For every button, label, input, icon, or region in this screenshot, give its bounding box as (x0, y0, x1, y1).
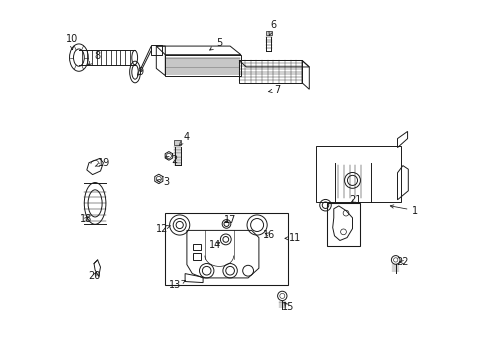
Bar (316, 146, 400, 202)
Text: 8: 8 (88, 51, 101, 65)
Text: 1: 1 (389, 205, 418, 216)
Bar (265, 31, 272, 35)
Text: 12: 12 (155, 224, 170, 234)
Text: 4: 4 (179, 132, 189, 145)
Text: 20: 20 (88, 271, 100, 282)
Text: 7: 7 (268, 85, 280, 95)
Text: 15: 15 (281, 302, 293, 312)
Text: 21: 21 (348, 195, 361, 205)
Text: 3: 3 (157, 177, 169, 187)
Bar (239, 60, 302, 83)
Bar (326, 203, 359, 246)
Text: 16: 16 (263, 230, 275, 240)
Text: 19: 19 (95, 158, 110, 168)
Text: 13: 13 (169, 280, 185, 290)
Text: 10: 10 (65, 34, 78, 50)
Bar (164, 213, 287, 285)
Bar (193, 253, 200, 260)
Text: 11: 11 (285, 233, 301, 243)
Bar (174, 140, 181, 145)
Text: 17: 17 (224, 215, 236, 225)
Text: 9: 9 (137, 67, 143, 77)
Text: 5: 5 (209, 38, 222, 50)
Text: 14: 14 (208, 240, 221, 250)
Text: 18: 18 (80, 214, 92, 224)
Text: 6: 6 (268, 20, 276, 36)
Bar (151, 45, 162, 55)
Text: 22: 22 (396, 257, 408, 267)
Text: 2: 2 (165, 155, 177, 165)
Bar (193, 244, 200, 250)
